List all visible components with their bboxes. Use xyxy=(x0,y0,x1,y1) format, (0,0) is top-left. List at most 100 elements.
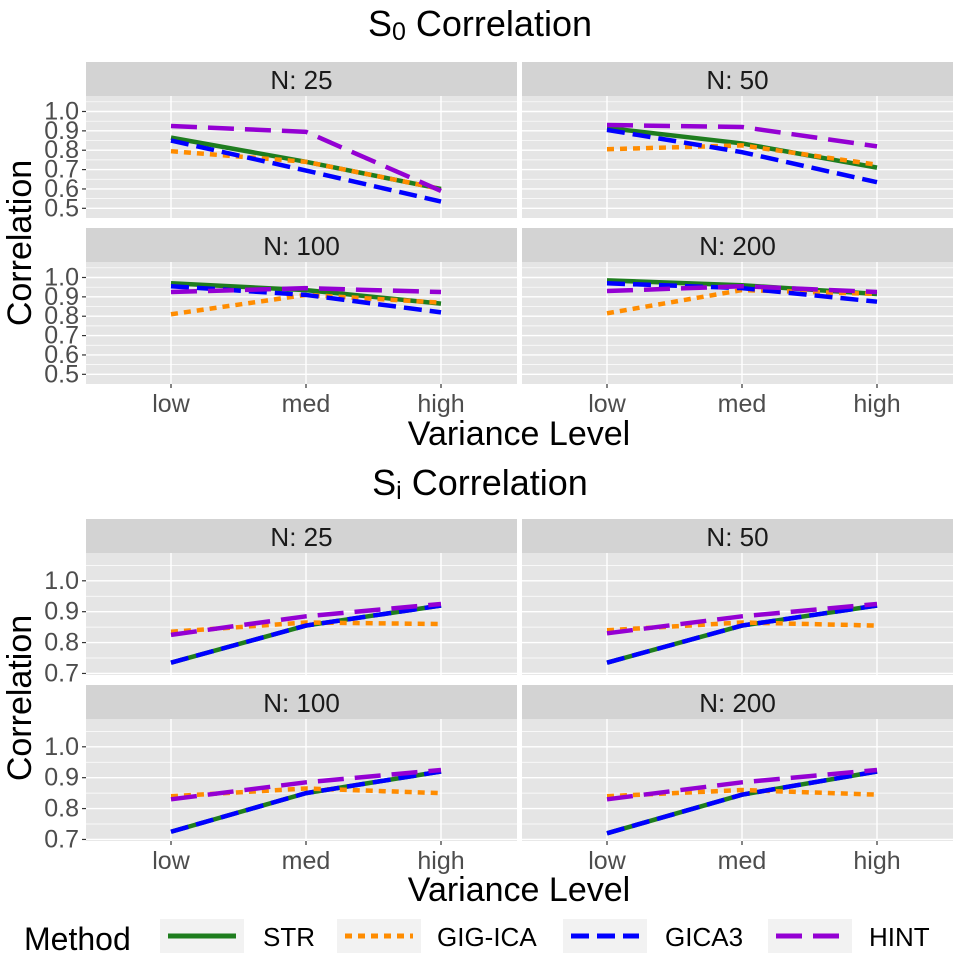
facet-strip-label: N: 100 xyxy=(263,231,340,261)
panel-background xyxy=(522,262,953,384)
series-line-hint xyxy=(606,601,878,636)
legend-item: STR xyxy=(160,919,315,953)
facet-panel: N: 200 low med high xyxy=(522,685,953,875)
series-line-gica3 xyxy=(606,603,878,665)
panel-background xyxy=(522,719,953,841)
legend-item: GICA3 xyxy=(563,919,743,953)
y-tick-label: 0.7 xyxy=(44,825,79,853)
y-tick-label: 0.7 xyxy=(44,659,79,687)
panel-background xyxy=(522,96,953,218)
panel-background xyxy=(522,553,953,675)
facet-strip-label: N: 200 xyxy=(699,231,776,261)
series-line-gica3 xyxy=(170,138,442,204)
y-tick-label: 0.9 xyxy=(44,283,79,311)
x-tick-label: high xyxy=(853,847,900,875)
x-tick-label: med xyxy=(718,390,767,418)
panel-background xyxy=(86,719,517,841)
facet-strip-label: N: 200 xyxy=(699,688,776,718)
facet-strip xyxy=(86,62,517,96)
y-tick-label: 1.0 xyxy=(44,733,79,761)
x-tick-label: low xyxy=(152,390,190,418)
x-axis-label: Variance Level xyxy=(408,871,630,909)
x-tick-label: med xyxy=(282,847,331,875)
y-tick-label: 0.8 xyxy=(44,136,79,164)
series-line-gica3 xyxy=(606,769,878,836)
chart-title-main: S xyxy=(368,3,392,44)
facet-strip xyxy=(522,685,953,719)
x-tick-label: high xyxy=(417,390,464,418)
x-tick-label: med xyxy=(718,847,767,875)
panel-background xyxy=(86,262,517,384)
facet-strip xyxy=(522,62,953,96)
facet-strip-label: N: 50 xyxy=(706,65,768,95)
legend-label: GIG-ICA xyxy=(437,922,537,952)
y-tick-label: 0.7 xyxy=(44,156,79,184)
panel-background xyxy=(86,96,517,218)
legend-item: HINT xyxy=(768,919,930,953)
legend-label: HINT xyxy=(869,922,930,952)
y-tick-label: 1.0 xyxy=(44,263,79,291)
x-tick-label: high xyxy=(417,847,464,875)
facet-panel: N: 200 low med high xyxy=(522,228,953,418)
chart-title: S0 Correlation xyxy=(368,3,592,47)
facet-panel: N: 100 0.70.8 0.9 1.0 low med high xyxy=(44,685,517,875)
x-tick-label: med xyxy=(282,390,331,418)
series-line-gig-ica xyxy=(606,143,878,167)
chart-title-subscript: 0 xyxy=(392,18,406,46)
facet-panel: N: 100 0.50.60.70.80.91.0 low med high xyxy=(44,228,517,418)
series-line-gica3 xyxy=(170,603,442,665)
series-line-hint xyxy=(170,285,442,295)
facet-panel: N: 25 0.70.8 0.9 1.0 xyxy=(44,519,517,687)
chart-title-main: S xyxy=(372,462,396,503)
y-tick-label: 0.9 xyxy=(44,117,79,145)
facet-strip-label: N: 100 xyxy=(263,688,340,718)
y-tick-label: 0.8 xyxy=(44,302,79,330)
legend-label: GICA3 xyxy=(665,922,743,952)
panel-background xyxy=(86,553,517,675)
facet-panel: N: 25 0.50.60.70.80.91.0 xyxy=(44,62,517,222)
y-tick-label: 0.5 xyxy=(44,360,79,388)
chart-title: Si Correlation xyxy=(372,462,588,506)
legend-item: GIG-ICA xyxy=(337,919,537,953)
series-line-gica3 xyxy=(170,283,442,315)
facet-strip xyxy=(522,519,953,553)
x-tick-label: low xyxy=(588,847,626,875)
series-line-hint xyxy=(606,767,878,802)
y-tick-label: 0.6 xyxy=(44,341,79,369)
series-line-hint xyxy=(606,283,878,295)
chart-title-suffix: Correlation xyxy=(406,3,592,44)
facet-strip xyxy=(522,228,953,262)
y-axis-label: Correlation xyxy=(1,160,39,326)
x-tick-label: high xyxy=(853,390,900,418)
facet-strip-label: N: 50 xyxy=(706,522,768,552)
facet-strip-label: N: 25 xyxy=(270,522,332,552)
series-line-hint xyxy=(170,767,442,802)
y-tick-label: 1.0 xyxy=(44,567,79,595)
series-line-hint xyxy=(170,123,442,193)
y-tick-label: 0.8 xyxy=(44,629,79,657)
y-tick-label: 0.6 xyxy=(44,175,79,203)
chart-title-subscript: i xyxy=(396,477,402,505)
series-line-hint xyxy=(606,122,878,149)
legend-title: Method xyxy=(24,921,131,957)
series-line-gica3 xyxy=(170,769,442,834)
series-line-gica3 xyxy=(606,127,878,185)
series-line-hint xyxy=(170,601,442,638)
facet-strip xyxy=(86,228,517,262)
x-tick-label: low xyxy=(152,847,190,875)
legend-label: STR xyxy=(263,922,315,952)
y-tick-label: 0.8 xyxy=(44,795,79,823)
y-tick-label: 0.9 xyxy=(44,764,79,792)
y-tick-label: 1.0 xyxy=(44,97,79,125)
y-axis-label: Correlation xyxy=(1,615,39,781)
y-tick-label: 0.9 xyxy=(44,598,79,626)
y-tick-label: 0.5 xyxy=(44,194,79,222)
facet-strip-label: N: 25 xyxy=(270,65,332,95)
facet-strip xyxy=(86,519,517,553)
facet-panel: N: 50 xyxy=(522,519,953,675)
chart-title-suffix: Correlation xyxy=(402,462,588,503)
series-line-gig-ica xyxy=(170,148,442,192)
